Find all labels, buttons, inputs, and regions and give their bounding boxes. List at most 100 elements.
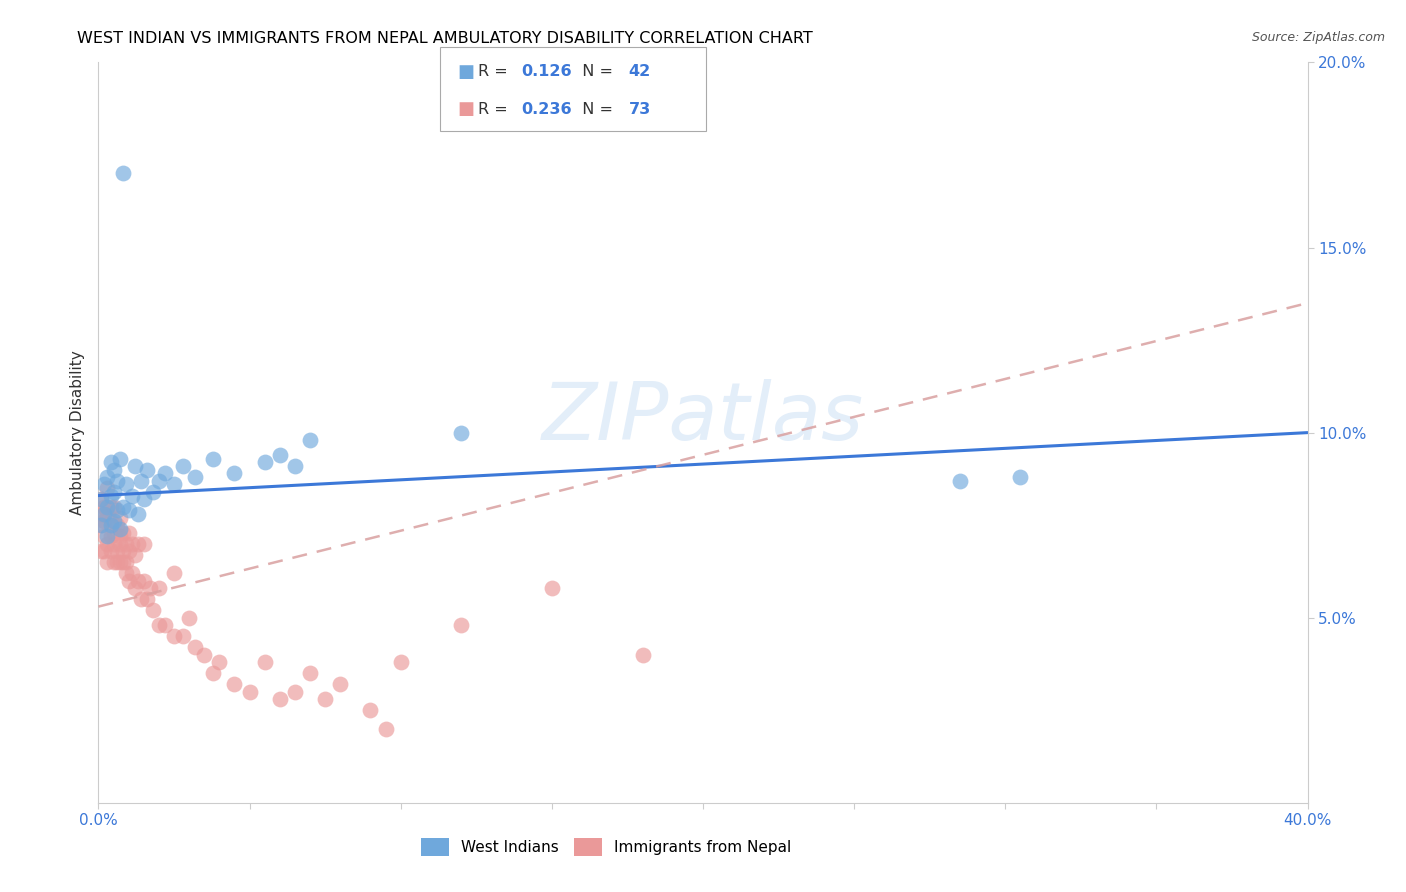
Point <box>93 544 115 558</box>
Point <box>90 492 112 507</box>
Point <box>114 566 136 581</box>
Point <box>100 515 122 529</box>
Text: Source: ZipAtlas.com: Source: ZipAtlas.com <box>1251 31 1385 45</box>
Point <box>450 425 472 440</box>
Text: 0.236: 0.236 <box>522 102 572 117</box>
Point <box>105 544 128 558</box>
Point <box>172 629 194 643</box>
Point <box>540 581 562 595</box>
Point <box>96 555 118 569</box>
Point <box>374 722 396 736</box>
Point <box>103 525 125 540</box>
Point <box>111 555 134 569</box>
Text: R =: R = <box>478 64 513 79</box>
Point <box>108 555 131 569</box>
Point <box>184 470 207 484</box>
Point <box>90 518 112 533</box>
Point <box>129 474 152 488</box>
Point <box>224 467 246 481</box>
Text: 0.126: 0.126 <box>522 64 572 79</box>
Point <box>103 462 125 476</box>
Point <box>105 503 128 517</box>
Point <box>132 574 155 588</box>
Point <box>239 685 262 699</box>
Text: 42: 42 <box>628 64 651 79</box>
Point <box>96 481 118 495</box>
Point <box>284 685 307 699</box>
Point <box>253 455 276 469</box>
Point <box>153 467 176 481</box>
Point <box>96 470 118 484</box>
Point <box>1010 470 1032 484</box>
Y-axis label: Ambulatory Disability: Ambulatory Disability <box>69 351 84 515</box>
Point <box>132 536 155 550</box>
Point <box>105 474 128 488</box>
Point <box>96 507 118 521</box>
Point <box>100 500 122 514</box>
Point <box>269 692 291 706</box>
Point <box>93 477 115 491</box>
Point <box>184 640 207 655</box>
Point <box>103 515 125 529</box>
Point <box>105 555 128 569</box>
Text: ZIPatlas: ZIPatlas <box>541 379 865 457</box>
Point <box>208 655 231 669</box>
Point <box>148 618 170 632</box>
Point <box>129 592 152 607</box>
Point <box>139 581 162 595</box>
Point <box>111 500 134 514</box>
Text: ■: ■ <box>457 100 474 119</box>
Point <box>314 692 336 706</box>
Point <box>148 581 170 595</box>
Point <box>103 536 125 550</box>
Point <box>142 484 165 499</box>
Point <box>118 574 141 588</box>
Point <box>269 448 291 462</box>
Point <box>949 474 972 488</box>
Point <box>163 566 186 581</box>
Point <box>111 544 134 558</box>
Point <box>299 666 322 681</box>
Point <box>202 666 225 681</box>
Point <box>284 458 307 473</box>
Point <box>224 677 246 691</box>
Point <box>108 529 131 543</box>
Point <box>153 618 176 632</box>
Point <box>103 500 125 514</box>
Point <box>360 703 382 717</box>
Point <box>121 536 143 550</box>
Point <box>121 566 143 581</box>
Point <box>108 536 131 550</box>
Point <box>124 581 146 595</box>
Point <box>121 489 143 503</box>
Point <box>172 458 194 473</box>
Point <box>114 477 136 491</box>
Point <box>193 648 215 662</box>
Legend: West Indians, Immigrants from Nepal: West Indians, Immigrants from Nepal <box>415 832 797 862</box>
Point <box>114 555 136 569</box>
Point <box>96 529 118 543</box>
Point <box>96 500 118 514</box>
Point <box>100 529 122 543</box>
Point <box>118 544 141 558</box>
Point <box>93 529 115 543</box>
Point <box>124 548 146 562</box>
Text: N =: N = <box>572 64 619 79</box>
Point <box>179 610 201 624</box>
Point <box>299 433 322 447</box>
Point <box>100 518 122 533</box>
Point <box>124 458 146 473</box>
Point <box>148 474 170 488</box>
Point <box>142 603 165 617</box>
Point <box>114 536 136 550</box>
Text: R =: R = <box>478 102 513 117</box>
Point <box>111 525 134 540</box>
Point <box>132 492 155 507</box>
Point <box>105 518 128 533</box>
Point <box>127 574 149 588</box>
Point <box>108 522 131 536</box>
Point <box>127 536 149 550</box>
Point <box>631 648 654 662</box>
Point <box>90 507 112 521</box>
Point <box>96 536 118 550</box>
